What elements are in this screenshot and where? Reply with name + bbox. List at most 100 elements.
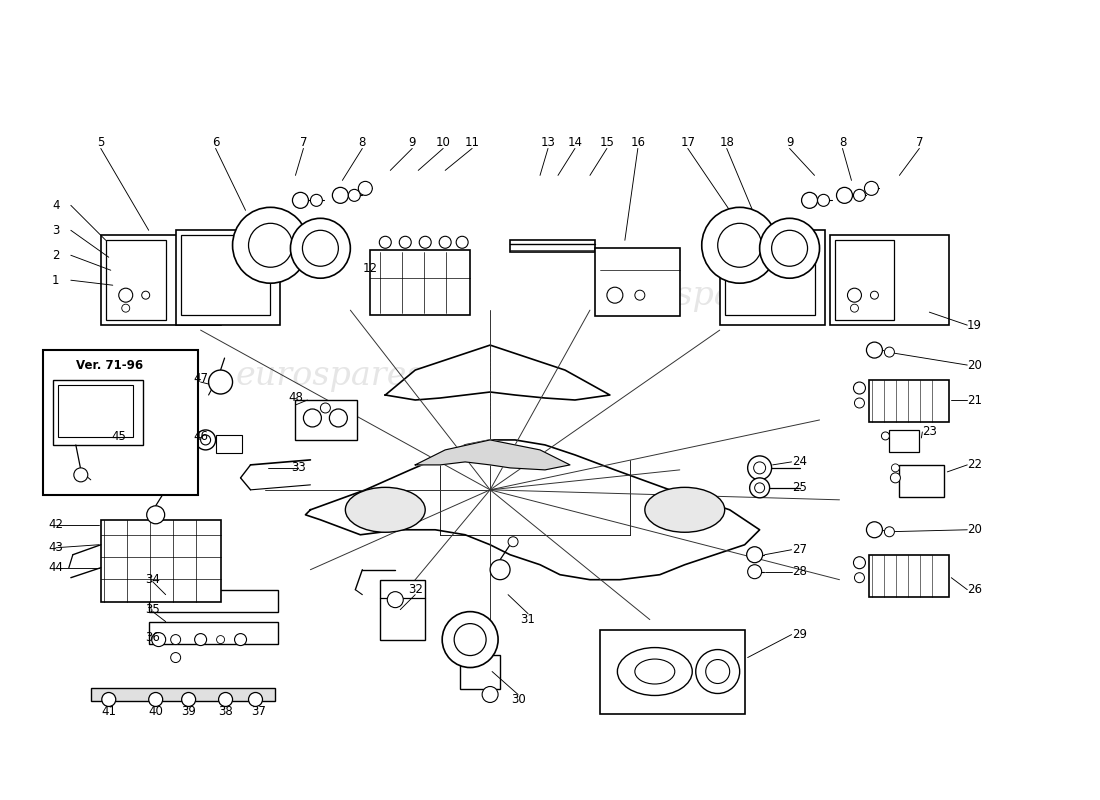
Bar — [176, 230, 280, 325]
Bar — [719, 230, 825, 325]
Text: 42: 42 — [48, 518, 64, 531]
Circle shape — [855, 398, 865, 408]
Bar — [890, 430, 920, 452]
Bar — [835, 240, 894, 320]
Text: eurospares: eurospares — [598, 280, 788, 312]
Circle shape — [717, 223, 761, 267]
Polygon shape — [385, 345, 609, 400]
Text: 9: 9 — [785, 136, 793, 149]
Text: 44: 44 — [48, 562, 64, 574]
Circle shape — [119, 288, 133, 302]
Circle shape — [854, 190, 866, 202]
Text: 46: 46 — [194, 430, 208, 443]
Polygon shape — [306, 440, 760, 580]
Circle shape — [884, 526, 894, 537]
Circle shape — [182, 693, 196, 706]
Circle shape — [219, 693, 232, 706]
Circle shape — [847, 288, 861, 302]
Bar — [510, 240, 595, 252]
Text: 12: 12 — [363, 262, 377, 274]
Text: 35: 35 — [145, 603, 161, 616]
Circle shape — [249, 693, 263, 706]
Circle shape — [74, 468, 88, 482]
Circle shape — [850, 304, 858, 312]
Text: 16: 16 — [630, 136, 646, 149]
Circle shape — [439, 236, 451, 248]
Text: 38: 38 — [218, 705, 233, 718]
Circle shape — [152, 633, 166, 646]
Bar — [106, 240, 166, 320]
Ellipse shape — [345, 487, 426, 532]
Circle shape — [123, 430, 147, 454]
Bar — [595, 248, 680, 316]
Circle shape — [867, 522, 882, 538]
Text: 34: 34 — [145, 573, 161, 586]
Text: 43: 43 — [48, 542, 64, 554]
Bar — [600, 630, 745, 714]
Text: 17: 17 — [680, 136, 695, 149]
Bar — [43, 350, 198, 495]
Circle shape — [454, 624, 486, 655]
Circle shape — [695, 650, 739, 694]
Circle shape — [891, 464, 900, 472]
Bar — [900, 465, 944, 497]
Bar — [91, 687, 275, 702]
Text: eurospares: eurospares — [236, 360, 425, 392]
Text: 36: 36 — [145, 631, 161, 644]
Ellipse shape — [635, 659, 674, 684]
Bar — [296, 400, 358, 440]
Text: 39: 39 — [182, 705, 196, 718]
Text: 8: 8 — [359, 136, 366, 149]
Circle shape — [196, 430, 216, 450]
Circle shape — [607, 287, 623, 303]
Text: 37: 37 — [251, 705, 266, 718]
Circle shape — [817, 194, 829, 206]
Circle shape — [195, 634, 207, 646]
Circle shape — [359, 182, 372, 195]
Circle shape — [209, 370, 232, 394]
Text: 11: 11 — [464, 136, 480, 149]
Circle shape — [442, 612, 498, 667]
Circle shape — [881, 432, 890, 440]
Text: 9: 9 — [408, 136, 416, 149]
Text: 6: 6 — [212, 136, 219, 149]
Text: 3: 3 — [52, 224, 59, 237]
Text: 47: 47 — [194, 371, 208, 385]
Text: 2: 2 — [52, 249, 59, 262]
Bar — [148, 622, 278, 643]
Text: 21: 21 — [967, 394, 982, 406]
Bar — [53, 380, 143, 445]
Circle shape — [302, 230, 339, 266]
Text: 41: 41 — [101, 705, 117, 718]
Text: 29: 29 — [792, 628, 807, 641]
Bar — [101, 520, 221, 602]
Bar — [180, 235, 271, 315]
Bar — [371, 250, 470, 315]
Text: 30: 30 — [510, 693, 526, 706]
Circle shape — [170, 653, 180, 662]
Text: 18: 18 — [719, 136, 734, 149]
Circle shape — [232, 207, 308, 283]
Circle shape — [293, 192, 308, 208]
Circle shape — [702, 207, 778, 283]
Circle shape — [310, 194, 322, 206]
Text: 32: 32 — [408, 583, 422, 596]
Circle shape — [122, 304, 130, 312]
Circle shape — [771, 230, 807, 266]
Circle shape — [870, 291, 879, 299]
Circle shape — [290, 218, 350, 278]
Bar — [869, 380, 949, 422]
Text: Ver. 71-96: Ver. 71-96 — [76, 358, 143, 371]
Circle shape — [456, 236, 469, 248]
Bar — [829, 235, 949, 325]
Circle shape — [419, 236, 431, 248]
Bar — [869, 554, 949, 597]
Circle shape — [865, 182, 879, 195]
Circle shape — [890, 473, 901, 483]
Bar — [101, 235, 221, 325]
Circle shape — [142, 291, 150, 299]
Text: 24: 24 — [792, 455, 807, 468]
Circle shape — [854, 557, 866, 569]
Text: 8: 8 — [839, 136, 846, 149]
Bar — [725, 235, 814, 315]
